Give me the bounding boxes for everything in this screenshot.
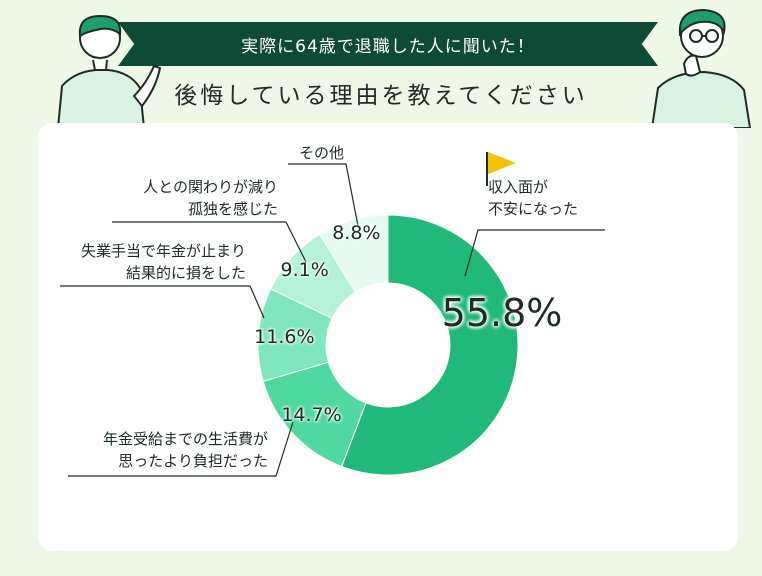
leader-line (68, 421, 294, 477)
slice-label: 収入面が 不安になった (488, 178, 579, 218)
leader-line (112, 221, 307, 263)
leader-line (464, 229, 605, 277)
page-subtitle: 後悔している理由を教えてください (174, 83, 588, 109)
pie-slice (319, 214, 389, 293)
flag-icon (486, 152, 516, 186)
label-leader-lines (60, 163, 605, 477)
banner-text: 実際に64歳で退職した人に聞いた！ (241, 36, 535, 57)
slice-value-label: 14.7% (281, 404, 342, 427)
leader-line (60, 285, 265, 319)
slice-label: 失業手当で年金が止まり 結果的に損をした (80, 242, 246, 282)
slice-label: 年金受給までの生活費が 思ったより負担だった (102, 430, 268, 470)
person-left-illustration (56, 14, 162, 128)
leader-line (288, 163, 359, 227)
title-banner: 実際に64歳で退職した人に聞いた！ (118, 22, 658, 66)
donut-slices (257, 214, 519, 476)
slice-value-label: 55.8% (441, 291, 563, 335)
slice-label: その他 (298, 144, 344, 162)
person-right-illustration (650, 8, 752, 128)
slice-label: 人との関わりが減り 孤独を感じた (143, 178, 278, 218)
slice-value-label: 9.1% (280, 259, 329, 282)
slice-value-label: 8.8% (332, 222, 381, 245)
chart-card (38, 123, 738, 551)
slice-value-label: 11.6% (254, 325, 315, 348)
pie-slice (341, 214, 519, 476)
